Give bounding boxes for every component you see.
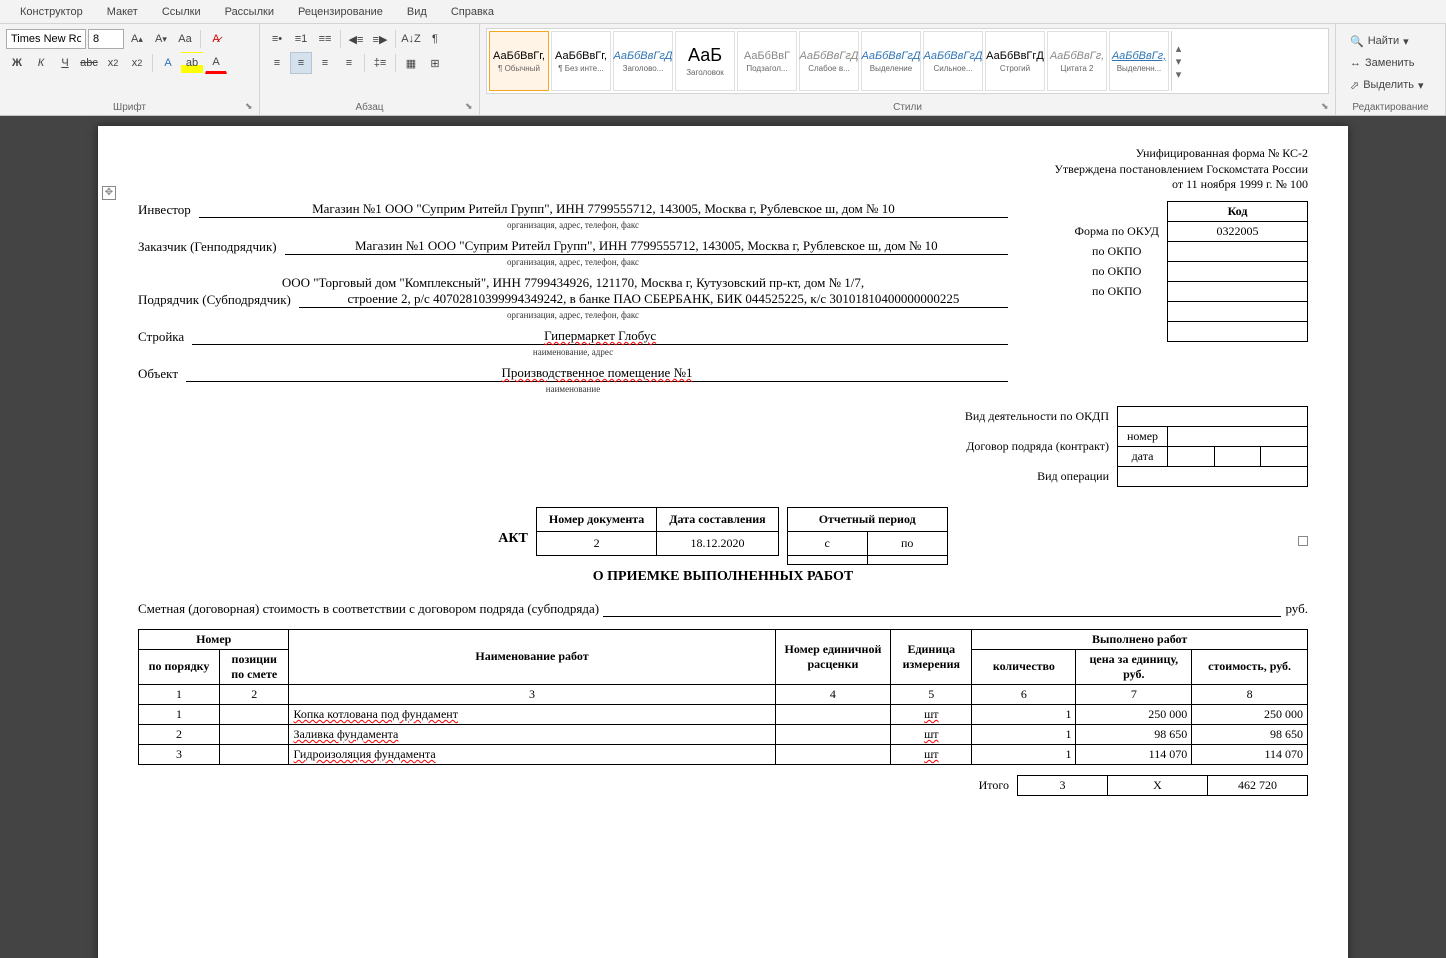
search-icon: 🔍 — [1350, 35, 1364, 48]
font-dialog-launcher[interactable]: ⬊ — [245, 101, 257, 113]
paragraph-group-label: Абзац — [266, 100, 473, 113]
font-color-button[interactable]: A — [205, 52, 227, 74]
editing-group: 🔍Найти ▾ ↔Заменить ⬀Выделить ▾ Редактиро… — [1336, 24, 1446, 115]
code-table: Код Форма по ОКУД0322005 по ОКПО по ОКПО… — [1067, 201, 1308, 342]
borders-button[interactable]: ⊞ — [424, 52, 446, 74]
ribbon-tabs: КонструкторМакетСсылкиРассылкиРецензиров… — [0, 0, 1446, 24]
multilevel-button[interactable]: ≡≡ — [314, 28, 336, 50]
ribbon-tab[interactable]: Ссылки — [150, 2, 213, 22]
find-button[interactable]: 🔍Найти ▾ — [1350, 32, 1431, 50]
style-item[interactable]: АаБбВвГгДВыделение — [861, 31, 921, 91]
style-item[interactable]: АаБЗаголовок — [675, 31, 735, 91]
ribbon-tab[interactable]: Макет — [95, 2, 150, 22]
cursor-icon: ⬀ — [1350, 79, 1359, 92]
styles-group-label: Стили — [486, 100, 1329, 113]
works-table: Номер Наименование работ Номер единичной… — [138, 629, 1308, 765]
indent-left-button[interactable]: ◀≡ — [345, 28, 367, 50]
font-group: A▴ A▾ Aa A̷ Ж К Ч abc x2 x2 A ab A Шрифт… — [0, 24, 260, 115]
ribbon: A▴ A▾ Aa A̷ Ж К Ч abc x2 x2 A ab A Шрифт… — [0, 24, 1446, 116]
ribbon-tab[interactable]: Рецензирование — [286, 2, 395, 22]
shrink-font-button[interactable]: A▾ — [150, 28, 172, 50]
numbering-button[interactable]: ≡1 — [290, 28, 312, 50]
replace-button[interactable]: ↔Заменить — [1350, 54, 1431, 72]
editing-group-label: Редактирование — [1342, 100, 1439, 113]
table-row: 2Заливка фундаменташт198 65098 650 — [139, 724, 1308, 744]
strike-button[interactable]: abc — [78, 52, 100, 74]
form-header: Унифицированная форма № КС-2 Утверждена … — [138, 146, 1308, 193]
doc-number-table: Номер документаДата составления 218.12.2… — [536, 507, 779, 556]
align-left-button[interactable]: ≡ — [266, 52, 288, 74]
styles-more-button[interactable]: ▴▾▾ — [1171, 31, 1185, 91]
document-area[interactable]: ✥ Унифицированная форма № КС-2 Утвержден… — [0, 116, 1446, 958]
highlight-button[interactable]: ab — [181, 52, 203, 74]
select-button[interactable]: ⬀Выделить ▾ — [1350, 76, 1431, 94]
italic-button[interactable]: К — [30, 52, 52, 74]
total-table: Итого 3 X 462 720 — [948, 775, 1309, 796]
contract-table: Вид деятельности по ОКДП Договор подряда… — [959, 406, 1308, 487]
grow-font-button[interactable]: A▴ — [126, 28, 148, 50]
style-item[interactable]: АаБбВвГгДСильное... — [923, 31, 983, 91]
akt-label: АКТ — [498, 507, 528, 547]
ribbon-tab[interactable]: Справка — [439, 2, 506, 22]
para-dialog-launcher[interactable]: ⬊ — [465, 101, 477, 113]
style-item[interactable]: АаБбВвГг,¶ Без инте... — [551, 31, 611, 91]
shading-button[interactable]: ▦ — [400, 52, 422, 74]
underline-button[interactable]: Ч — [54, 52, 76, 74]
table-anchor-icon[interactable]: ✥ — [102, 186, 116, 200]
font-group-label: Шрифт — [6, 100, 253, 113]
line-spacing-button[interactable]: ‡≡ — [369, 52, 391, 74]
font-name-input[interactable] — [6, 29, 86, 49]
sort-button[interactable]: A↓Z — [400, 28, 422, 50]
indent-right-button[interactable]: ≡▶ — [369, 28, 391, 50]
ribbon-tab[interactable]: Конструктор — [8, 2, 95, 22]
align-center-button[interactable]: ≡ — [290, 52, 312, 74]
text-effects-button[interactable]: A — [157, 52, 179, 74]
styles-group: АаБбВвГг,¶ ОбычныйАаБбВвГг,¶ Без инте...… — [480, 24, 1336, 115]
bold-button[interactable]: Ж — [6, 52, 28, 74]
style-item[interactable]: АаБбВвГг,¶ Обычный — [489, 31, 549, 91]
style-item[interactable]: АаБбВвГгДЗаголово... — [613, 31, 673, 91]
replace-icon: ↔ — [1350, 57, 1361, 69]
table-row: 1Копка котлована под фундаментшт1250 000… — [139, 704, 1308, 724]
style-item[interactable]: АаБбВвГгДСтрогий — [985, 31, 1045, 91]
page[interactable]: ✥ Унифицированная форма № КС-2 Утвержден… — [98, 126, 1348, 958]
clear-format-button[interactable]: A̷ — [205, 28, 227, 50]
font-size-input[interactable] — [88, 29, 124, 49]
ribbon-tab[interactable]: Вид — [395, 2, 439, 22]
ribbon-tab[interactable]: Рассылки — [213, 2, 286, 22]
doc-title: О ПРИЕМКЕ ВЫПОЛНЕННЫХ РАБОТ — [138, 569, 1308, 585]
show-marks-button[interactable]: ¶ — [424, 28, 446, 50]
style-item[interactable]: АаБбВвГг,Цитата 2 — [1047, 31, 1107, 91]
style-item[interactable]: АаБбВвГПодзагол... — [737, 31, 797, 91]
style-item[interactable]: АаБбВвГг,Выделенн... — [1109, 31, 1169, 91]
superscript-button[interactable]: x2 — [126, 52, 148, 74]
align-right-button[interactable]: ≡ — [314, 52, 336, 74]
justify-button[interactable]: ≡ — [338, 52, 360, 74]
change-case-button[interactable]: Aa — [174, 28, 196, 50]
paragraph-group: ≡• ≡1 ≡≡ ◀≡ ≡▶ A↓Z ¶ ≡ ≡ ≡ ≡ ‡≡ ▦ ⊞ — [260, 24, 480, 115]
bullets-button[interactable]: ≡• — [266, 28, 288, 50]
styles-dialog-launcher[interactable]: ⬊ — [1321, 101, 1333, 113]
period-table: Отчетный период спо — [787, 507, 948, 565]
subscript-button[interactable]: x2 — [102, 52, 124, 74]
styles-gallery: АаБбВвГг,¶ ОбычныйАаБбВвГг,¶ Без инте...… — [486, 28, 1329, 94]
table-row: 3Гидроизоляция фундаменташт1114 070114 0… — [139, 744, 1308, 764]
style-item[interactable]: АаБбВвГгДСлабое в... — [799, 31, 859, 91]
resize-handle[interactable] — [1298, 536, 1308, 546]
